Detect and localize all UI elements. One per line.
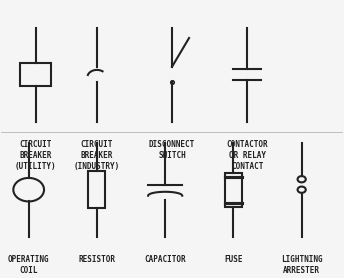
Text: CAPACITOR: CAPACITOR	[144, 255, 186, 264]
Text: CONTACTOR
OR RELAY
CONTACT: CONTACTOR OR RELAY CONTACT	[226, 140, 268, 171]
Bar	[88, 172, 106, 208]
Text: FUSE: FUSE	[224, 255, 243, 264]
Bar	[20, 63, 51, 86]
Bar	[225, 173, 242, 207]
Text: LIGHTNING
ARRESTER: LIGHTNING ARRESTER	[281, 255, 322, 275]
Text: OPERATING
COIL: OPERATING COIL	[8, 255, 50, 275]
Text: CIRCUIT
BREAKER
(UTILITY): CIRCUIT BREAKER (UTILITY)	[15, 140, 56, 171]
Text: CIRCUIT
BREAKER
(INDUSTRY): CIRCUIT BREAKER (INDUSTRY)	[74, 140, 120, 171]
Text: RESISTOR: RESISTOR	[78, 255, 116, 264]
Text: DISCONNECT
SWITCH: DISCONNECT SWITCH	[149, 140, 195, 160]
